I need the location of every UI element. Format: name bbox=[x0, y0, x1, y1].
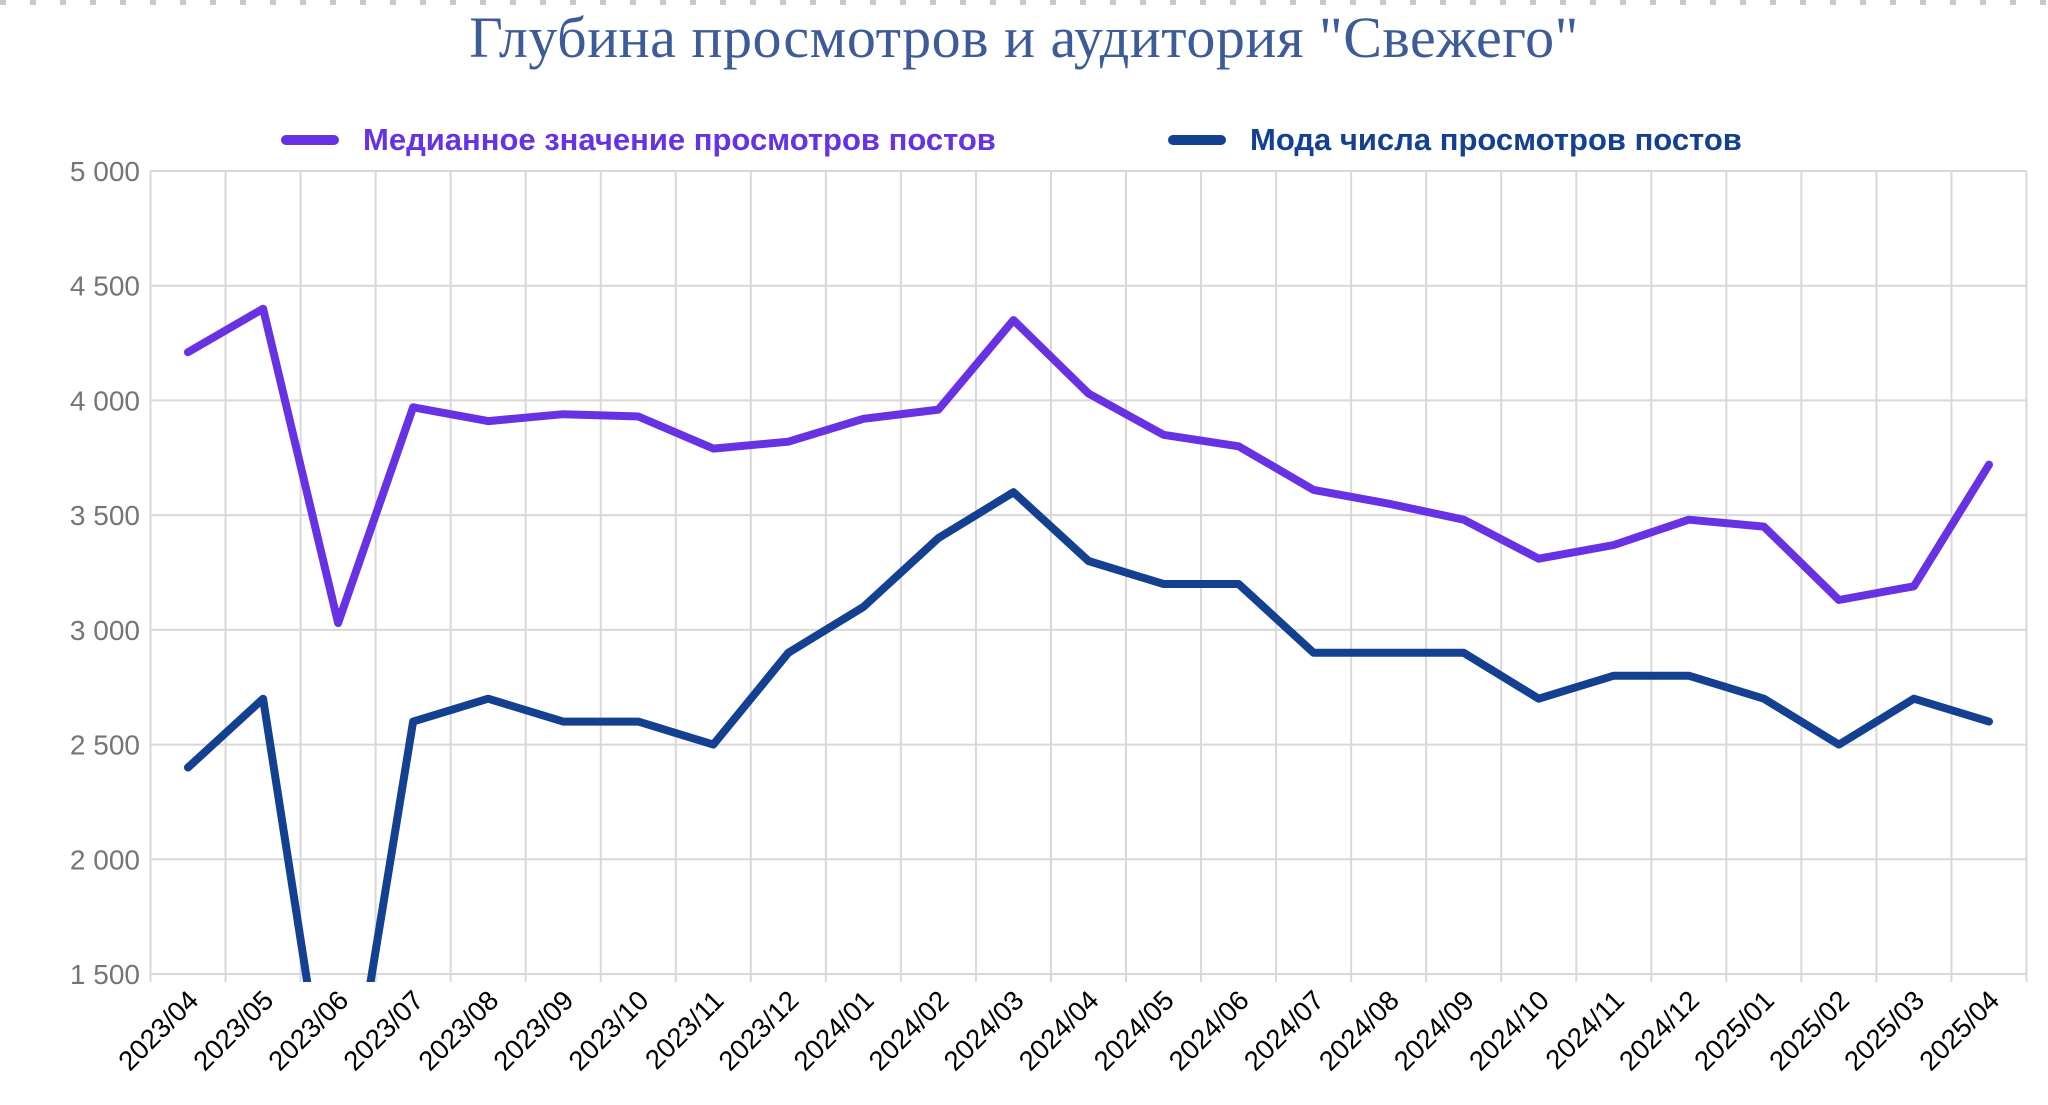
svg-text:2024/01: 2024/01 bbox=[787, 984, 879, 1076]
svg-text:2024/08: 2024/08 bbox=[1313, 984, 1405, 1076]
svg-text:2024/04: 2024/04 bbox=[1013, 984, 1105, 1076]
svg-text:2023/09: 2023/09 bbox=[487, 984, 579, 1076]
legend-item-mode: Мода числа просмотров постов bbox=[1168, 116, 1742, 164]
svg-text:2023/06: 2023/06 bbox=[262, 984, 354, 1076]
chart-title: Глубина просмотров и аудитория "Свежего" bbox=[469, 5, 1579, 70]
svg-text:2 000: 2 000 bbox=[70, 844, 140, 875]
svg-text:3 000: 3 000 bbox=[70, 615, 140, 646]
legend-label-mode: Мода числа просмотров постов bbox=[1250, 122, 1742, 157]
svg-text:2024/12: 2024/12 bbox=[1613, 984, 1705, 1076]
legend-item-median: Медианное значение просмотров постов bbox=[281, 116, 996, 164]
svg-text:4 500: 4 500 bbox=[70, 271, 140, 302]
svg-text:2023/10: 2023/10 bbox=[562, 984, 654, 1076]
svg-text:2023/07: 2023/07 bbox=[337, 984, 429, 1076]
x-axis-tick-labels: 2023/042023/052023/062023/072023/082023/… bbox=[112, 984, 2005, 1076]
svg-text:2023/11: 2023/11 bbox=[639, 984, 730, 1075]
median-views-line bbox=[184, 304, 1993, 627]
svg-text:2023/04: 2023/04 bbox=[112, 984, 204, 1076]
y-axis-tick-labels: 5 000 4 500 4 000 3 500 3 000 2 500 2 000 1 500 bbox=[70, 156, 140, 990]
svg-text:4 000: 4 000 bbox=[70, 385, 140, 416]
svg-text:2024/11: 2024/11 bbox=[1539, 984, 1630, 1075]
svg-text:1 500: 1 500 bbox=[70, 959, 140, 990]
gridlines bbox=[149, 170, 2028, 982]
legend-label-median: Медианное значение просмотров постов bbox=[363, 122, 996, 157]
svg-text:5 000: 5 000 bbox=[70, 156, 140, 187]
svg-text:2025/03: 2025/03 bbox=[1838, 984, 1930, 1076]
svg-text:2023/05: 2023/05 bbox=[187, 984, 279, 1076]
median-line-swatch-icon bbox=[281, 135, 339, 145]
svg-text:2024/02: 2024/02 bbox=[862, 984, 954, 1076]
mode-line-swatch-icon bbox=[1168, 135, 1226, 145]
svg-text:2024/10: 2024/10 bbox=[1463, 984, 1555, 1076]
svg-text:2025/04: 2025/04 bbox=[1913, 984, 2005, 1076]
svg-text:2 500: 2 500 bbox=[70, 730, 140, 761]
svg-text:2023/08: 2023/08 bbox=[412, 984, 504, 1076]
svg-text:2025/01: 2025/01 bbox=[1688, 984, 1780, 1076]
svg-text:2024/05: 2024/05 bbox=[1088, 984, 1180, 1076]
svg-text:2024/09: 2024/09 bbox=[1388, 984, 1480, 1076]
svg-text:2024/07: 2024/07 bbox=[1238, 984, 1330, 1076]
svg-text:2023/12: 2023/12 bbox=[712, 984, 804, 1076]
top-tick-marks bbox=[0, 0, 2048, 5]
svg-text:3 500: 3 500 bbox=[70, 500, 140, 531]
svg-text:2025/02: 2025/02 bbox=[1763, 984, 1855, 1076]
svg-text:2024/06: 2024/06 bbox=[1163, 984, 1255, 1076]
svg-text:2024/03: 2024/03 bbox=[937, 984, 1029, 1076]
mode-views-line bbox=[184, 488, 1993, 982]
